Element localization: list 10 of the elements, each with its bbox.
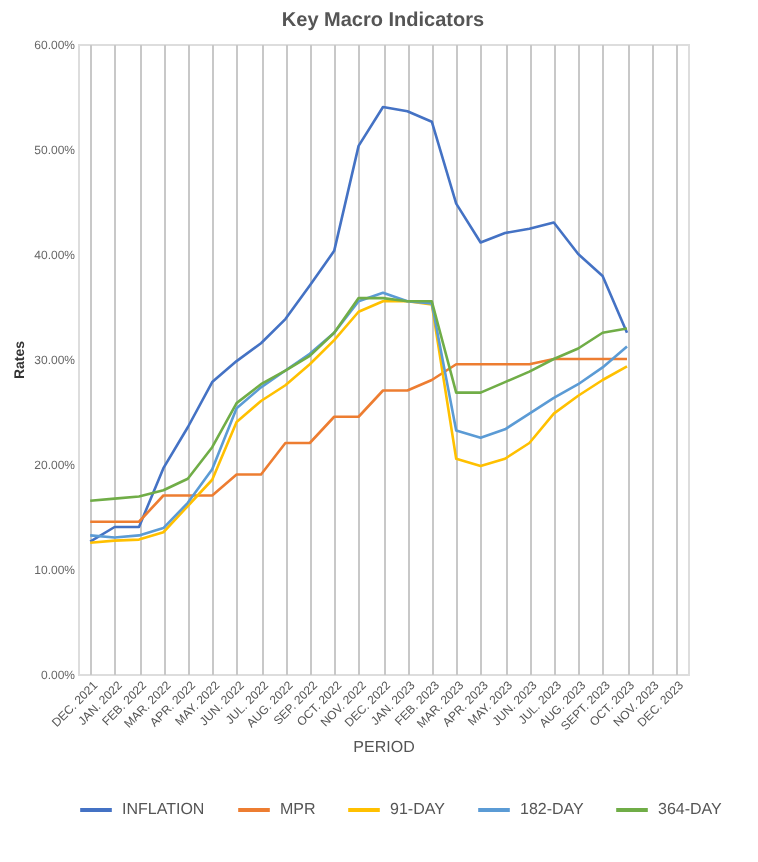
line-series <box>88 296 629 503</box>
legend-label: INFLATION <box>122 800 205 818</box>
legend-label: 364-DAY <box>658 800 724 818</box>
chart-title: Key Macro Indicators <box>281 10 486 32</box>
line-series <box>88 105 629 543</box>
x-axis-title: PERIOD <box>353 738 416 757</box>
legend-label: MPR <box>280 800 316 818</box>
legend-label: 91-DAY <box>390 800 447 818</box>
line-series <box>88 357 629 524</box>
legend-label: 182-DAY <box>520 800 586 818</box>
